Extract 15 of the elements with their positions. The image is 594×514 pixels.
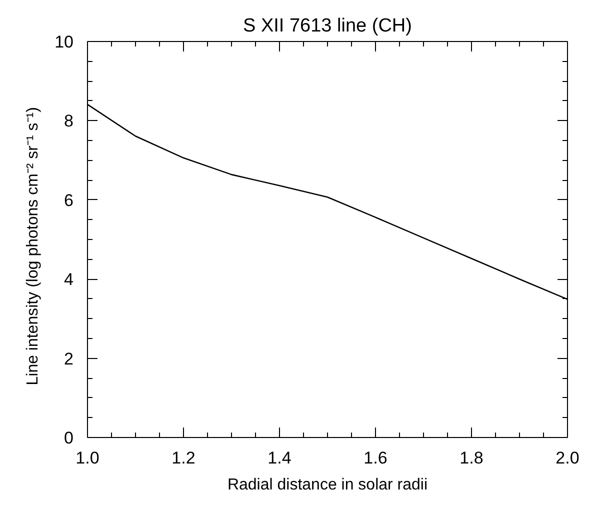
y-tick-label: 4 [64,270,74,290]
x-tick-label: 1.4 [268,448,292,468]
x-tick-label: 1.2 [172,448,196,468]
x-tick-label: 1.6 [364,448,388,468]
y-tick-label: 8 [64,112,74,131]
y-tick-label: 0 [64,428,74,448]
chart-title: S XII 7613 line (CH) [243,16,412,36]
x-tick-label: 1.8 [460,448,484,468]
y-tick-label: 6 [64,190,74,210]
y-axis-title: Line intensity (log photons cm⁻² sr⁻¹ s⁻¹) [24,107,42,386]
y-tick-label: 2 [64,349,74,368]
x-tick-label: 1.0 [76,448,100,468]
x-axis-title: Radial distance in solar radii [227,476,428,494]
y-tick-label: 10 [54,32,74,52]
x-tick-label: 2.0 [556,448,580,468]
